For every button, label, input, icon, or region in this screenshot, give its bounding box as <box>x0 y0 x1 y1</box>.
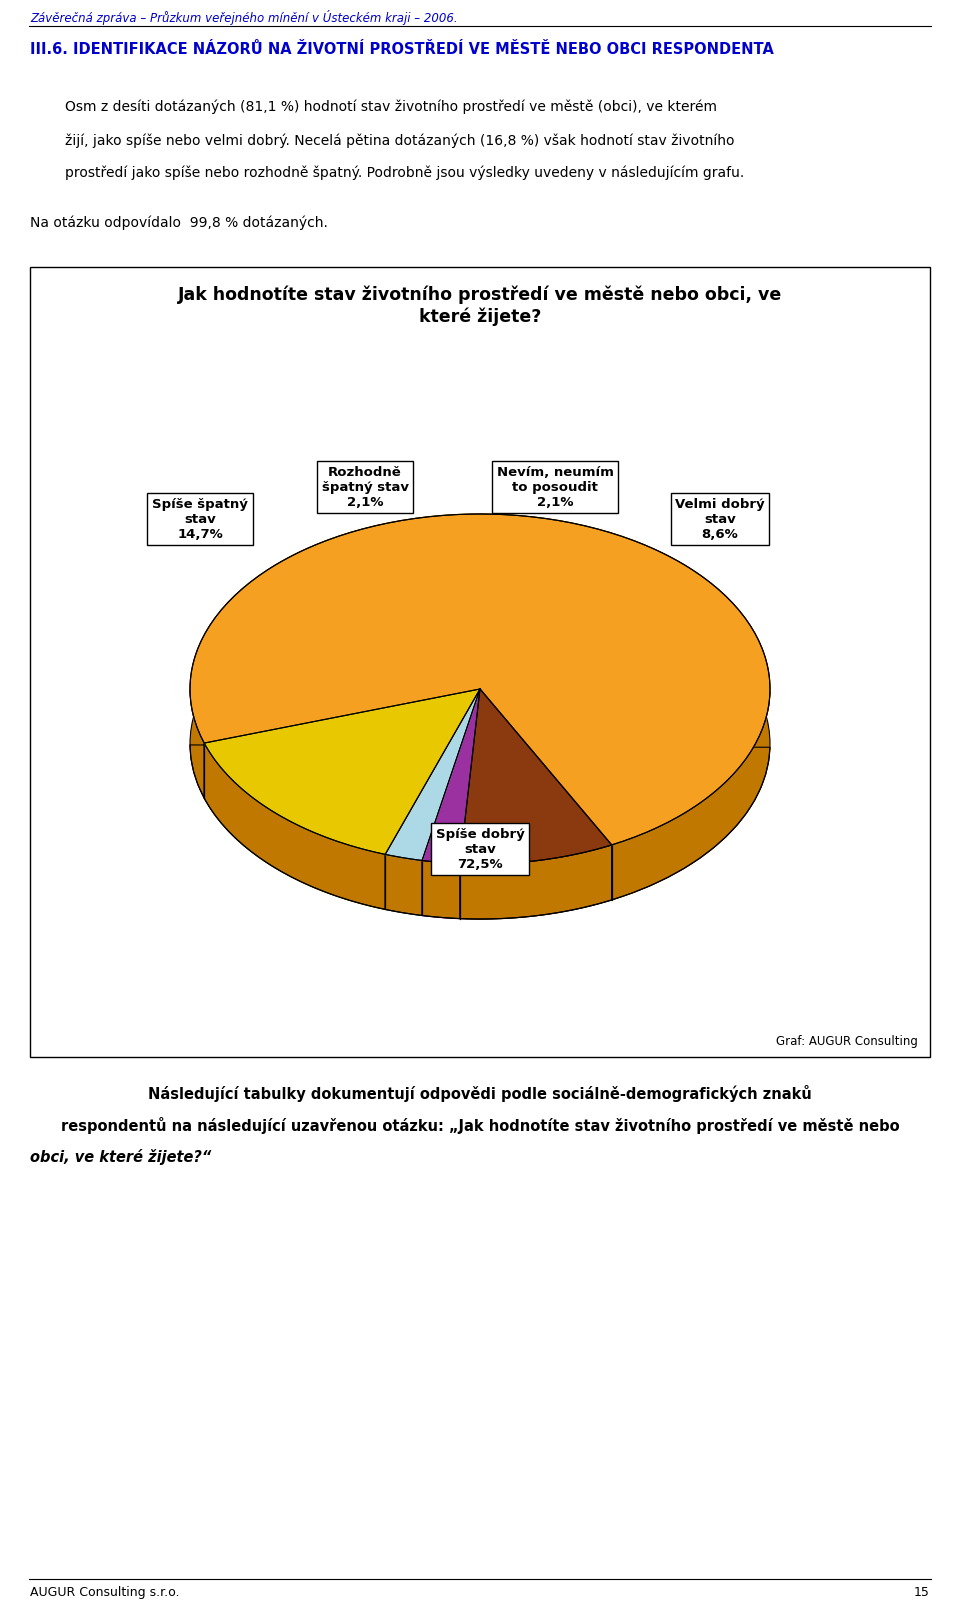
Text: Spíše dobrý
stav
72,5%: Spíše dobrý stav 72,5% <box>436 828 524 871</box>
Text: Graf: AUGUR Consulting: Graf: AUGUR Consulting <box>776 1035 918 1048</box>
Bar <box>30 268 930 1057</box>
Text: Na otázku odpovídalo  99,8 % dotázaných.: Na otázku odpovídalo 99,8 % dotázaných. <box>30 215 328 230</box>
Polygon shape <box>385 689 480 861</box>
Text: Rozhodně
špatný stav
2,1%: Rozhodně špatný stav 2,1% <box>322 466 409 509</box>
Polygon shape <box>422 861 460 919</box>
Text: Následující tabulky dokumentují odpovědi podle sociálně-demografických znaků: Následující tabulky dokumentují odpovědi… <box>148 1085 812 1101</box>
Polygon shape <box>460 845 612 919</box>
Text: které žijete?: které žijete? <box>419 309 541 326</box>
Text: Závěrečná zpráva – Průzkum veřejného mínění v Ústeckém kraji – 2006.: Závěrečná zpráva – Průzkum veřejného mín… <box>30 10 458 26</box>
Polygon shape <box>204 689 480 855</box>
Text: Nevím, neumím
to posoudit
2,1%: Nevím, neumím to posoudit 2,1% <box>496 466 613 509</box>
Polygon shape <box>422 689 480 865</box>
Text: 15: 15 <box>914 1585 930 1597</box>
Polygon shape <box>460 689 612 865</box>
Text: prostředí jako spíše nebo rozhodně špatný. Podrobně jsou výsledky uvedeny v násl: prostředí jako spíše nebo rozhodně špatn… <box>65 166 744 180</box>
Text: AUGUR Consulting s.r.o.: AUGUR Consulting s.r.o. <box>30 1585 180 1597</box>
Polygon shape <box>204 744 385 910</box>
Text: III.6. IDENTIFIKACE NÁZORŮ NA ŽIVOTNÍ PROSTŘEDÍ VE MĚSTĚ NEBO OBCI RESPONDENTA: III.6. IDENTIFIKACE NÁZORŮ NA ŽIVOTNÍ PR… <box>30 42 774 56</box>
Polygon shape <box>385 855 422 916</box>
Text: žijí, jako spíše nebo velmi dobrý. Necelá pětina dotázaných (16,8 %) však hodnot: žijí, jako spíše nebo velmi dobrý. Necel… <box>65 133 734 148</box>
Ellipse shape <box>190 569 770 919</box>
Text: Spíše špatný
stav
14,7%: Spíše špatný stav 14,7% <box>152 498 248 542</box>
Text: respondentů na následující uzavřenou otázku: „Jak hodnotíte stav životního prost: respondentů na následující uzavřenou otá… <box>60 1117 900 1133</box>
Text: Osm z desíti dotázaných (81,1 %) hodnotí stav životního prostředí ve městě (obci: Osm z desíti dotázaných (81,1 %) hodnotí… <box>65 100 717 114</box>
Text: Velmi dobrý
stav
8,6%: Velmi dobrý stav 8,6% <box>675 498 765 542</box>
Polygon shape <box>190 514 770 845</box>
Text: obci, ve které žijete?“: obci, ve které žijete?“ <box>30 1149 211 1165</box>
Polygon shape <box>190 691 770 900</box>
Text: Jak hodnotíte stav životního prostředí ve městě nebo obci, ve: Jak hodnotíte stav životního prostředí v… <box>178 284 782 304</box>
